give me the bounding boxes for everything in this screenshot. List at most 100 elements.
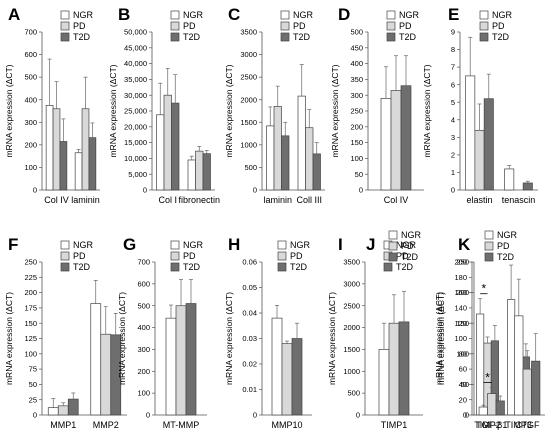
bar-t2d-mmp10: [291, 338, 303, 416]
legend-label: PD: [399, 21, 412, 31]
y-tick-label: 40,000: [124, 59, 147, 68]
y-tick-label: 250: [456, 258, 469, 267]
bar-pd-elastin: [474, 129, 485, 191]
legend-swatch-pd: [479, 21, 489, 31]
legend-label: T2D: [73, 32, 91, 42]
bar-pd-col-iv: [390, 90, 402, 191]
bar-ngr-timp3: [507, 299, 516, 416]
y-tick-label: 300: [350, 91, 363, 100]
bar-t2d-col-iv: [400, 85, 412, 191]
legend-swatch-t2d: [280, 32, 290, 42]
bar-ngr-col-iv: [380, 98, 392, 191]
bar-ngr-col-iv: [45, 105, 54, 191]
y-tick-label: 0.06: [242, 258, 257, 267]
y-tick-label: 40: [459, 380, 467, 389]
y-tick-label: 0: [146, 411, 150, 420]
panel-letter: D: [338, 5, 350, 24]
y-tick-label: 0: [463, 411, 467, 420]
legend-swatch-t2d: [386, 32, 396, 42]
y-tick-label: 500: [350, 28, 363, 37]
x-category-label: tenascin: [502, 195, 536, 205]
x-category-label: TIMP1: [381, 420, 408, 430]
y-tick-label: 200: [24, 140, 37, 149]
legend-label: PD: [401, 241, 414, 251]
y-tick-label: 2000: [240, 95, 257, 104]
y-tick-label: 225: [24, 273, 37, 282]
y-tick-label: 45,000: [124, 43, 147, 52]
bar-t2d-elastin: [483, 98, 494, 191]
y-tick-label: 0.04: [242, 309, 257, 318]
x-category-label: fibronectin: [178, 195, 220, 205]
x-category-label: TIMP2: [474, 420, 501, 430]
bar-t2d-tgf-1: [495, 400, 505, 416]
y-tick-label: 250: [350, 107, 363, 116]
panel-letter: C: [228, 5, 240, 24]
panel-letter: J: [366, 235, 375, 254]
y-tick-label: 4: [451, 115, 455, 124]
legend-label: T2D: [401, 252, 419, 262]
panel-letter: F: [8, 235, 18, 254]
bar-pd-fibronectin: [195, 150, 204, 191]
panel-letter: K: [458, 235, 471, 254]
bar-pd-timp1: [388, 322, 400, 416]
y-tick-label: 500: [244, 163, 257, 172]
bar-ngr-mmp2: [90, 303, 102, 416]
bar-ngr-coll-iii: [297, 95, 306, 191]
y-tick-label: 200: [454, 258, 467, 267]
y-tick-label: 2000: [343, 323, 360, 332]
y-tick-label: 5,000: [128, 170, 147, 179]
legend-swatch-t2d: [388, 252, 398, 262]
bar-pd-col-iv: [52, 108, 61, 191]
bar-t2d-timp1: [398, 321, 410, 416]
legend-swatch-ngr: [277, 240, 287, 250]
y-axis-label: mRNA expression (ΔCT): [4, 64, 14, 157]
legend-swatch-t2d: [60, 32, 70, 42]
y-axis-label: mRNA expression (ΔCT): [330, 64, 340, 157]
bar-ngr-elastin: [465, 75, 476, 191]
y-tick-label: 10,000: [124, 154, 147, 163]
y-tick-label: 9: [451, 28, 455, 37]
legend-label: PD: [183, 251, 196, 261]
bar-pd-laminin: [81, 108, 90, 191]
panel-letter: E: [448, 5, 459, 24]
bar-pd-mmp10: [281, 343, 293, 416]
legend-swatch-pd: [60, 21, 70, 31]
legend-label: NGR: [396, 240, 417, 250]
legend-swatch-ngr: [280, 10, 290, 20]
x-category-label: laminin: [71, 195, 100, 205]
bar-t2d-mt-mmp: [185, 303, 197, 416]
y-tick-label: 8: [451, 45, 455, 54]
legend-swatch-ngr: [386, 10, 396, 20]
y-tick-label: 200: [137, 367, 150, 376]
y-tick-label: 0: [359, 186, 363, 195]
y-axis-label: mRNA expression (ΔCT): [117, 292, 127, 385]
bar-pd-laminin: [273, 106, 282, 191]
y-tick-label: 350: [350, 75, 363, 84]
bar-ngr-timp1: [378, 349, 390, 416]
bar-pd-coll-iii: [305, 127, 314, 191]
y-tick-label: 2: [451, 150, 455, 159]
y-tick-label: 250: [24, 258, 37, 267]
y-tick-label: 400: [350, 59, 363, 68]
y-tick-label: 100: [137, 389, 150, 398]
legend-label: T2D: [396, 262, 414, 272]
bar-pd-mmp2: [100, 333, 112, 416]
y-axis-label: mRNA expression (ΔCT): [108, 64, 118, 157]
bar-pd-mmp1: [57, 405, 69, 416]
legend-swatch-pd: [170, 21, 180, 31]
x-category-label: MMP2: [93, 420, 119, 430]
y-tick-label: 2500: [343, 301, 360, 310]
x-category-label: elastin: [466, 195, 492, 205]
y-tick-label: 175: [24, 304, 37, 313]
x-category-label: CTGF: [515, 420, 540, 430]
y-tick-label: 1500: [343, 345, 360, 354]
bar-pd-col-i: [163, 94, 172, 191]
y-tick-label: 400: [137, 323, 150, 332]
legend-swatch-pd: [280, 21, 290, 31]
y-tick-label: 0: [253, 411, 257, 420]
legend-swatch-t2d: [277, 262, 287, 272]
y-tick-label: 1: [451, 168, 455, 177]
